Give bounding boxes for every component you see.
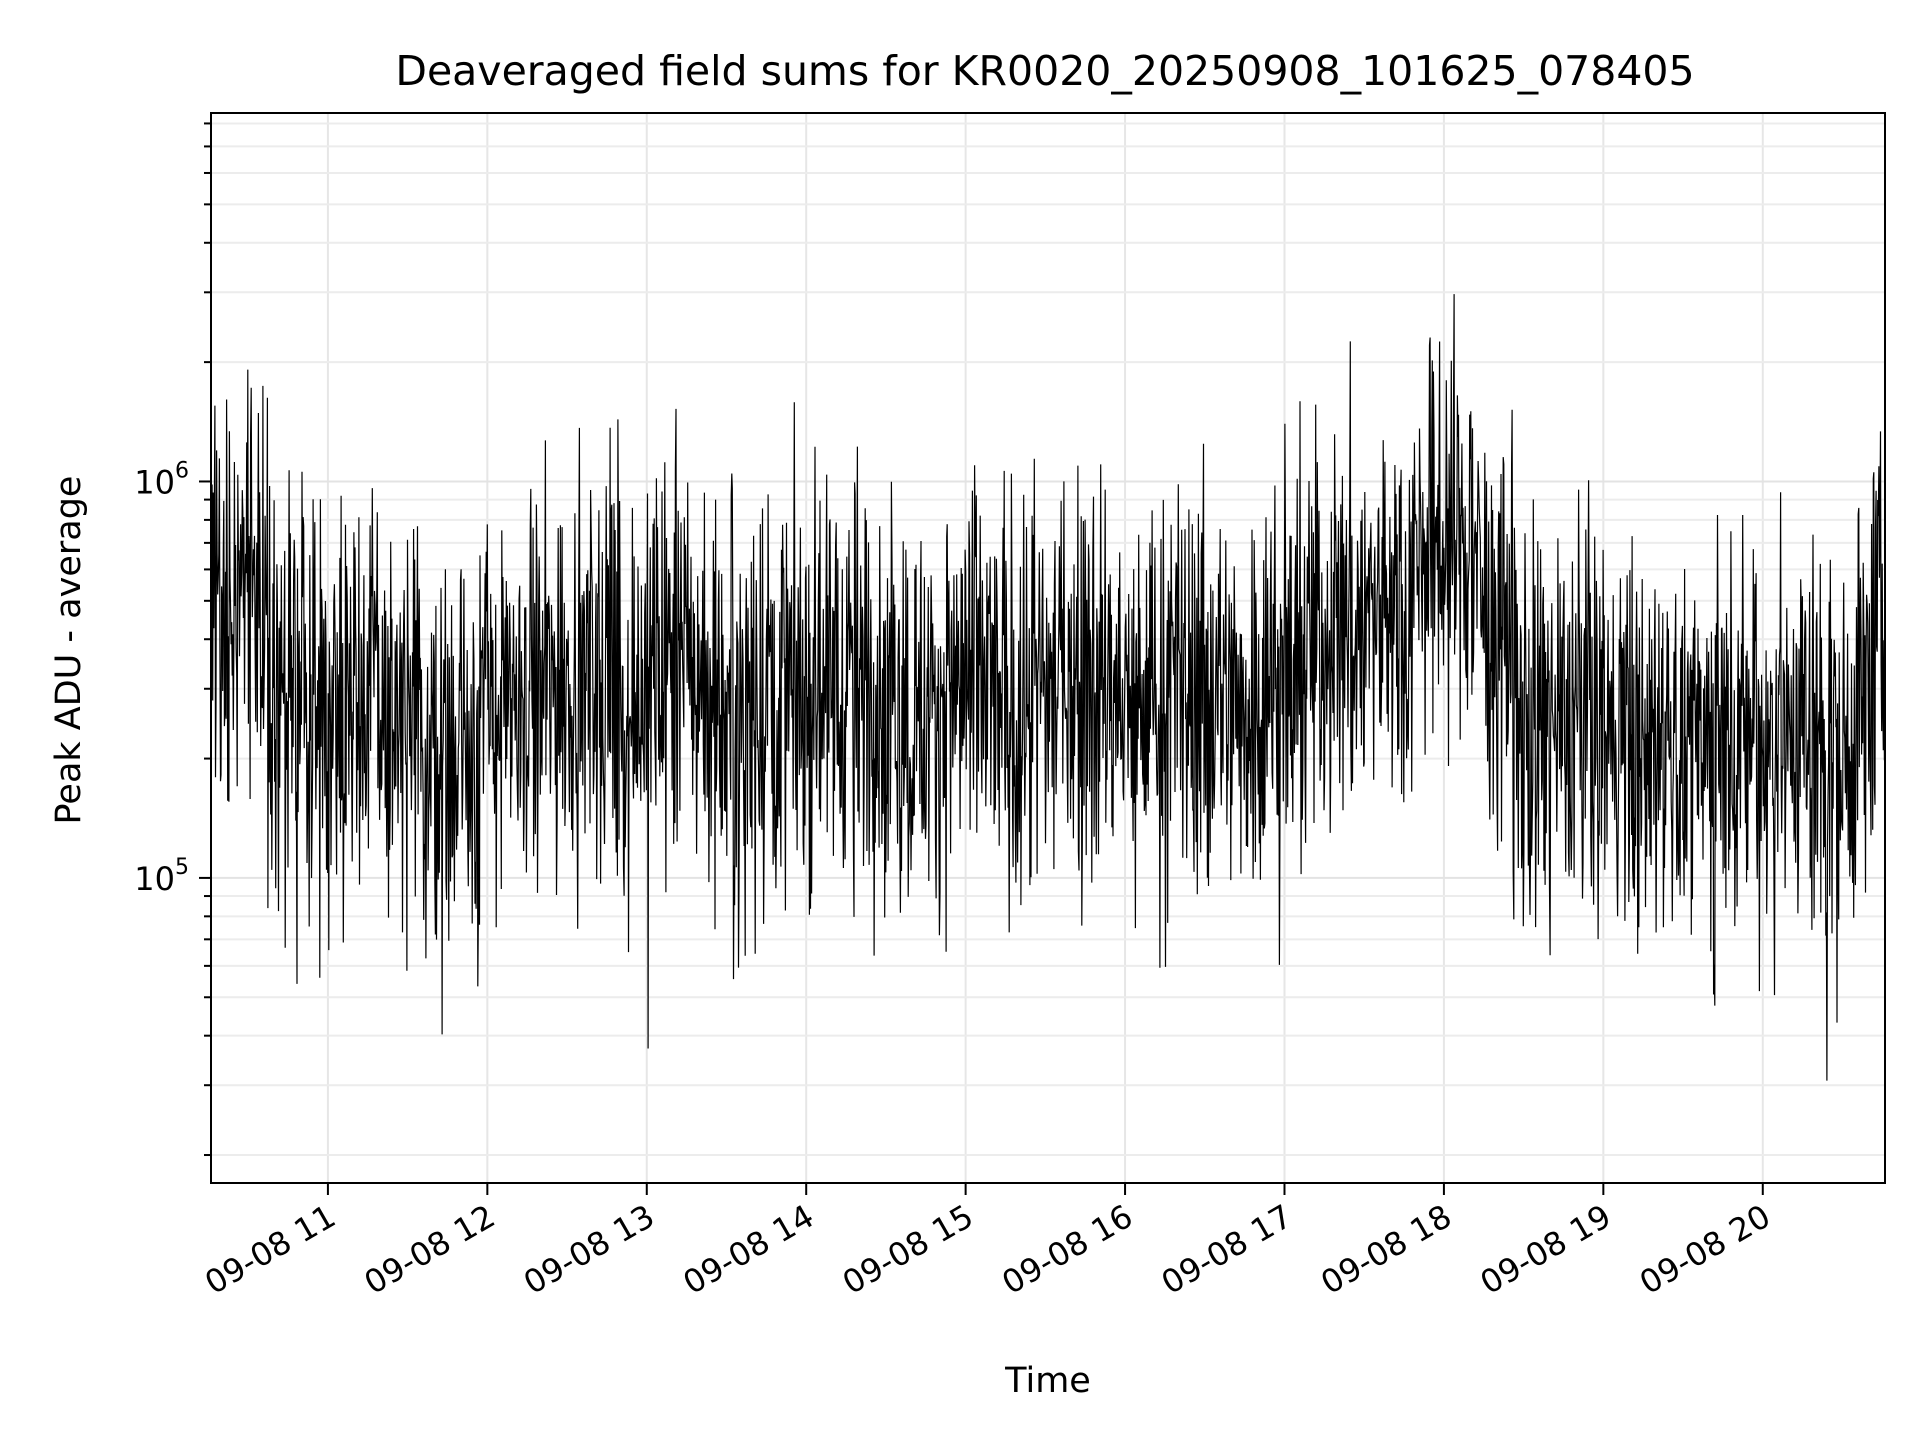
plot-area [210,112,1886,1184]
y-axis: 105 106 [134,122,211,1157]
plot-frame [210,112,1886,1184]
data-series [210,294,1886,1081]
chart-title: Deaveraged field sums for KR0020_2025090… [395,47,1694,95]
plot-background [211,113,1885,1183]
x-axis-label: Time [1004,1361,1091,1401]
series-line [210,294,1886,1081]
y-tick-label: 105 [134,855,189,898]
y-axis-label: Peak ADU - average [49,476,89,825]
y-tick-label: 106 [134,458,189,501]
